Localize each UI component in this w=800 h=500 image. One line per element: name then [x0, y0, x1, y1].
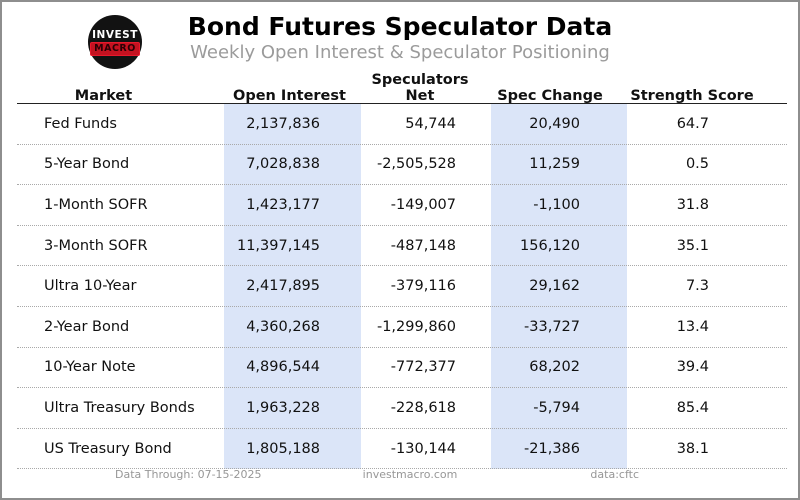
table-row: Ultra 10-Year 2,417,895 -379,116 29,162 … [17, 266, 787, 307]
header: Bond Futures Speculator Data Weekly Open… [2, 12, 798, 64]
cell-spec-change: 156,120 [520, 237, 580, 254]
cell-strength-score: 35.1 [676, 237, 709, 254]
logo-text-invest: INVEST [92, 28, 138, 41]
table-row: 3-Month SOFR 11,397,145 -487,148 156,120… [17, 226, 787, 267]
cell-speculators-net: -379,116 [390, 278, 456, 295]
cell-speculators-net: 54,744 [405, 115, 456, 132]
cell-open-interest: 1,963,228 [246, 399, 320, 416]
table-header-row: Market Open Interest Speculators Net Spe… [17, 72, 787, 104]
cell-spec-change: -33,727 [524, 318, 580, 335]
cell-speculators-net: -149,007 [390, 196, 456, 213]
cell-market: 5-Year Bond [44, 156, 130, 173]
cell-open-interest: 4,896,544 [246, 359, 320, 376]
cell-strength-score: 31.8 [676, 196, 709, 213]
cell-open-interest: 4,360,268 [246, 318, 320, 335]
cell-speculators-net: -130,144 [390, 440, 456, 457]
table-row: US Treasury Bond 1,805,188 -130,144 -21,… [17, 429, 787, 470]
cell-spec-change: -1,100 [533, 196, 580, 213]
cell-spec-change: 29,162 [529, 278, 580, 295]
logo-text-macro: MACRO [90, 41, 140, 56]
cell-strength-score: 0.5 [685, 156, 709, 173]
cell-open-interest: 7,028,838 [246, 156, 320, 173]
cell-spec-change: -21,386 [524, 440, 580, 457]
investmacro-logo-icon: INVEST MACRO [88, 15, 142, 69]
cell-strength-score: 13.4 [676, 318, 709, 335]
data-source-label: data:cftc [590, 468, 639, 481]
table-row: Fed Funds 2,137,836 54,744 20,490 64.7 [17, 104, 787, 145]
cell-speculators-net: -228,618 [390, 399, 456, 416]
cell-market: 3-Month SOFR [44, 237, 148, 254]
cell-strength-score: 7.3 [685, 278, 709, 295]
cell-speculators-net: -1,299,860 [376, 318, 456, 335]
cell-market: 10-Year Note [44, 359, 136, 376]
cell-market: US Treasury Bond [44, 440, 172, 457]
cell-open-interest: 2,417,895 [246, 278, 320, 295]
table-row: 5-Year Bond 7,028,838 -2,505,528 11,259 … [17, 145, 787, 186]
data-table: Market Open Interest Speculators Net Spe… [17, 72, 787, 470]
cell-open-interest: 11,397,145 [236, 237, 320, 254]
cell-strength-score: 85.4 [676, 399, 709, 416]
cell-spec-change: -5,794 [533, 399, 580, 416]
page-title: Bond Futures Speculator Data [187, 12, 613, 41]
website-label: investmacro.com [362, 468, 458, 481]
table-row: 10-Year Note 4,896,544 -772,377 68,202 3… [17, 348, 787, 389]
cell-strength-score: 39.4 [676, 359, 709, 376]
cell-spec-change: 20,490 [529, 115, 580, 132]
cell-strength-score: 38.1 [676, 440, 709, 457]
cell-market: Fed Funds [44, 115, 117, 132]
cell-market: Ultra Treasury Bonds [44, 399, 195, 416]
column-header-market: Market [74, 88, 133, 104]
cell-spec-change: 11,259 [529, 156, 580, 173]
cell-open-interest: 1,423,177 [246, 196, 320, 213]
table-row: 1-Month SOFR 1,423,177 -149,007 -1,100 3… [17, 185, 787, 226]
cell-speculators-net: -772,377 [390, 359, 456, 376]
cell-speculators-net: -2,505,528 [376, 156, 456, 173]
footer: Data Through: 07-15-2025 investmacro.com… [2, 468, 798, 488]
cell-market: 2-Year Bond [44, 318, 130, 335]
cell-market: Ultra 10-Year [44, 278, 137, 295]
cell-open-interest: 1,805,188 [246, 440, 320, 457]
table-row: 2-Year Bond 4,360,268 -1,299,860 -33,727… [17, 307, 787, 348]
cell-speculators-net: -487,148 [390, 237, 456, 254]
table-body: Fed Funds 2,137,836 54,744 20,490 64.7 5… [17, 104, 787, 470]
cell-market: 1-Month SOFR [44, 196, 148, 213]
column-header-speculators-net: Speculators Net [371, 72, 469, 104]
column-header-spec-change: Spec Change [497, 88, 603, 104]
data-through-label: Data Through: 07-15-2025 [115, 468, 262, 481]
cell-open-interest: 2,137,836 [246, 115, 320, 132]
cell-spec-change: 68,202 [529, 359, 580, 376]
cell-strength-score: 64.7 [676, 115, 709, 132]
open-interest-column-highlight [224, 104, 361, 470]
table-row: Ultra Treasury Bonds 1,963,228 -228,618 … [17, 388, 787, 429]
column-header-open-interest: Open Interest [233, 88, 346, 104]
page-subtitle: Weekly Open Interest & Speculator Positi… [190, 42, 610, 63]
spec-change-column-highlight [491, 104, 627, 470]
column-header-strength-score: Strength Score [630, 88, 754, 104]
